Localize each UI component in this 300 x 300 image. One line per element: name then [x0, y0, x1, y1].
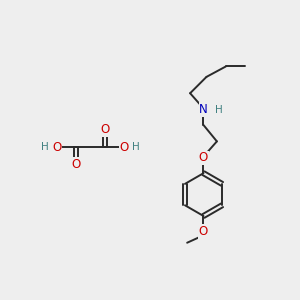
Text: O: O — [52, 140, 62, 154]
Text: O: O — [119, 140, 128, 154]
Text: O: O — [199, 151, 208, 164]
Text: O: O — [71, 158, 80, 171]
Text: H: H — [41, 142, 49, 152]
Text: N: N — [199, 103, 208, 116]
Text: O: O — [101, 123, 110, 136]
Text: H: H — [133, 142, 140, 152]
Text: O: O — [199, 225, 208, 238]
Text: H: H — [215, 105, 223, 115]
